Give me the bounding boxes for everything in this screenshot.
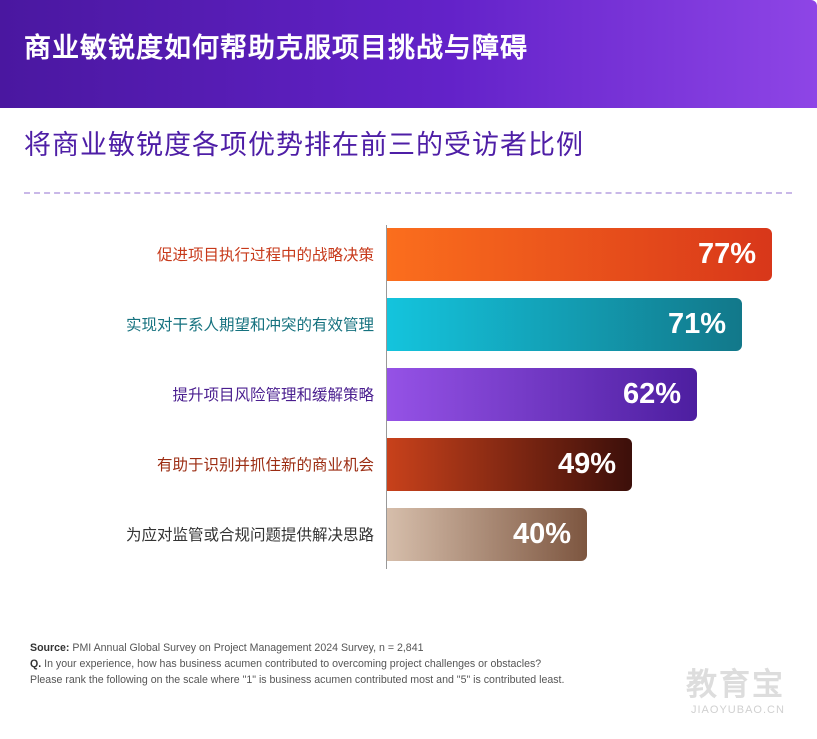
bar: 71% (387, 298, 742, 351)
question-note: Q. In your experience, how has business … (30, 656, 564, 672)
chart-title: 将商业敏锐度各项优势排在前三的受访者比例 (24, 130, 584, 161)
header-banner: 商业敏锐度如何帮助克服项目挑战与障碍 (0, 0, 817, 108)
category-label: 有助于识别并抓住新的商业机会 (156, 455, 374, 474)
category-label: 实现对干系人期望和冲突的有效管理 (125, 315, 374, 334)
bar: 49% (387, 438, 632, 491)
question-text-2: Please rank the following on the scale w… (30, 674, 565, 686)
question-text: In your experience, how has business acu… (44, 658, 542, 670)
bar: 62% (387, 368, 697, 421)
watermark-logo: 教育宝 (686, 667, 785, 703)
category-label: 促进项目执行过程中的战略决策 (156, 245, 374, 264)
value-label: 71% (667, 308, 726, 340)
chart-axis (386, 225, 387, 569)
source-note: Source: PMI Annual Global Survey on Proj… (30, 640, 564, 656)
category-label: 为应对监管或合规问题提供解决思路 (125, 525, 374, 544)
source-label: Source: (30, 642, 70, 654)
category-label: 提升项目风险管理和缓解策略 (172, 385, 374, 404)
value-label: 77% (697, 238, 756, 270)
source-text: PMI Annual Global Survey on Project Mana… (72, 642, 424, 654)
question-label: Q. (30, 658, 42, 670)
value-label: 49% (557, 448, 616, 480)
divider (24, 192, 792, 194)
value-label: 62% (622, 378, 681, 410)
watermark-url: JIAOYUBAO.CN (691, 704, 785, 716)
value-label: 40% (512, 518, 571, 550)
footer-notes: Source: PMI Annual Global Survey on Proj… (30, 640, 564, 688)
bar: 77% (387, 228, 772, 281)
page-title: 商业敏锐度如何帮助克服项目挑战与障碍 (24, 33, 528, 64)
bar: 40% (387, 508, 587, 561)
